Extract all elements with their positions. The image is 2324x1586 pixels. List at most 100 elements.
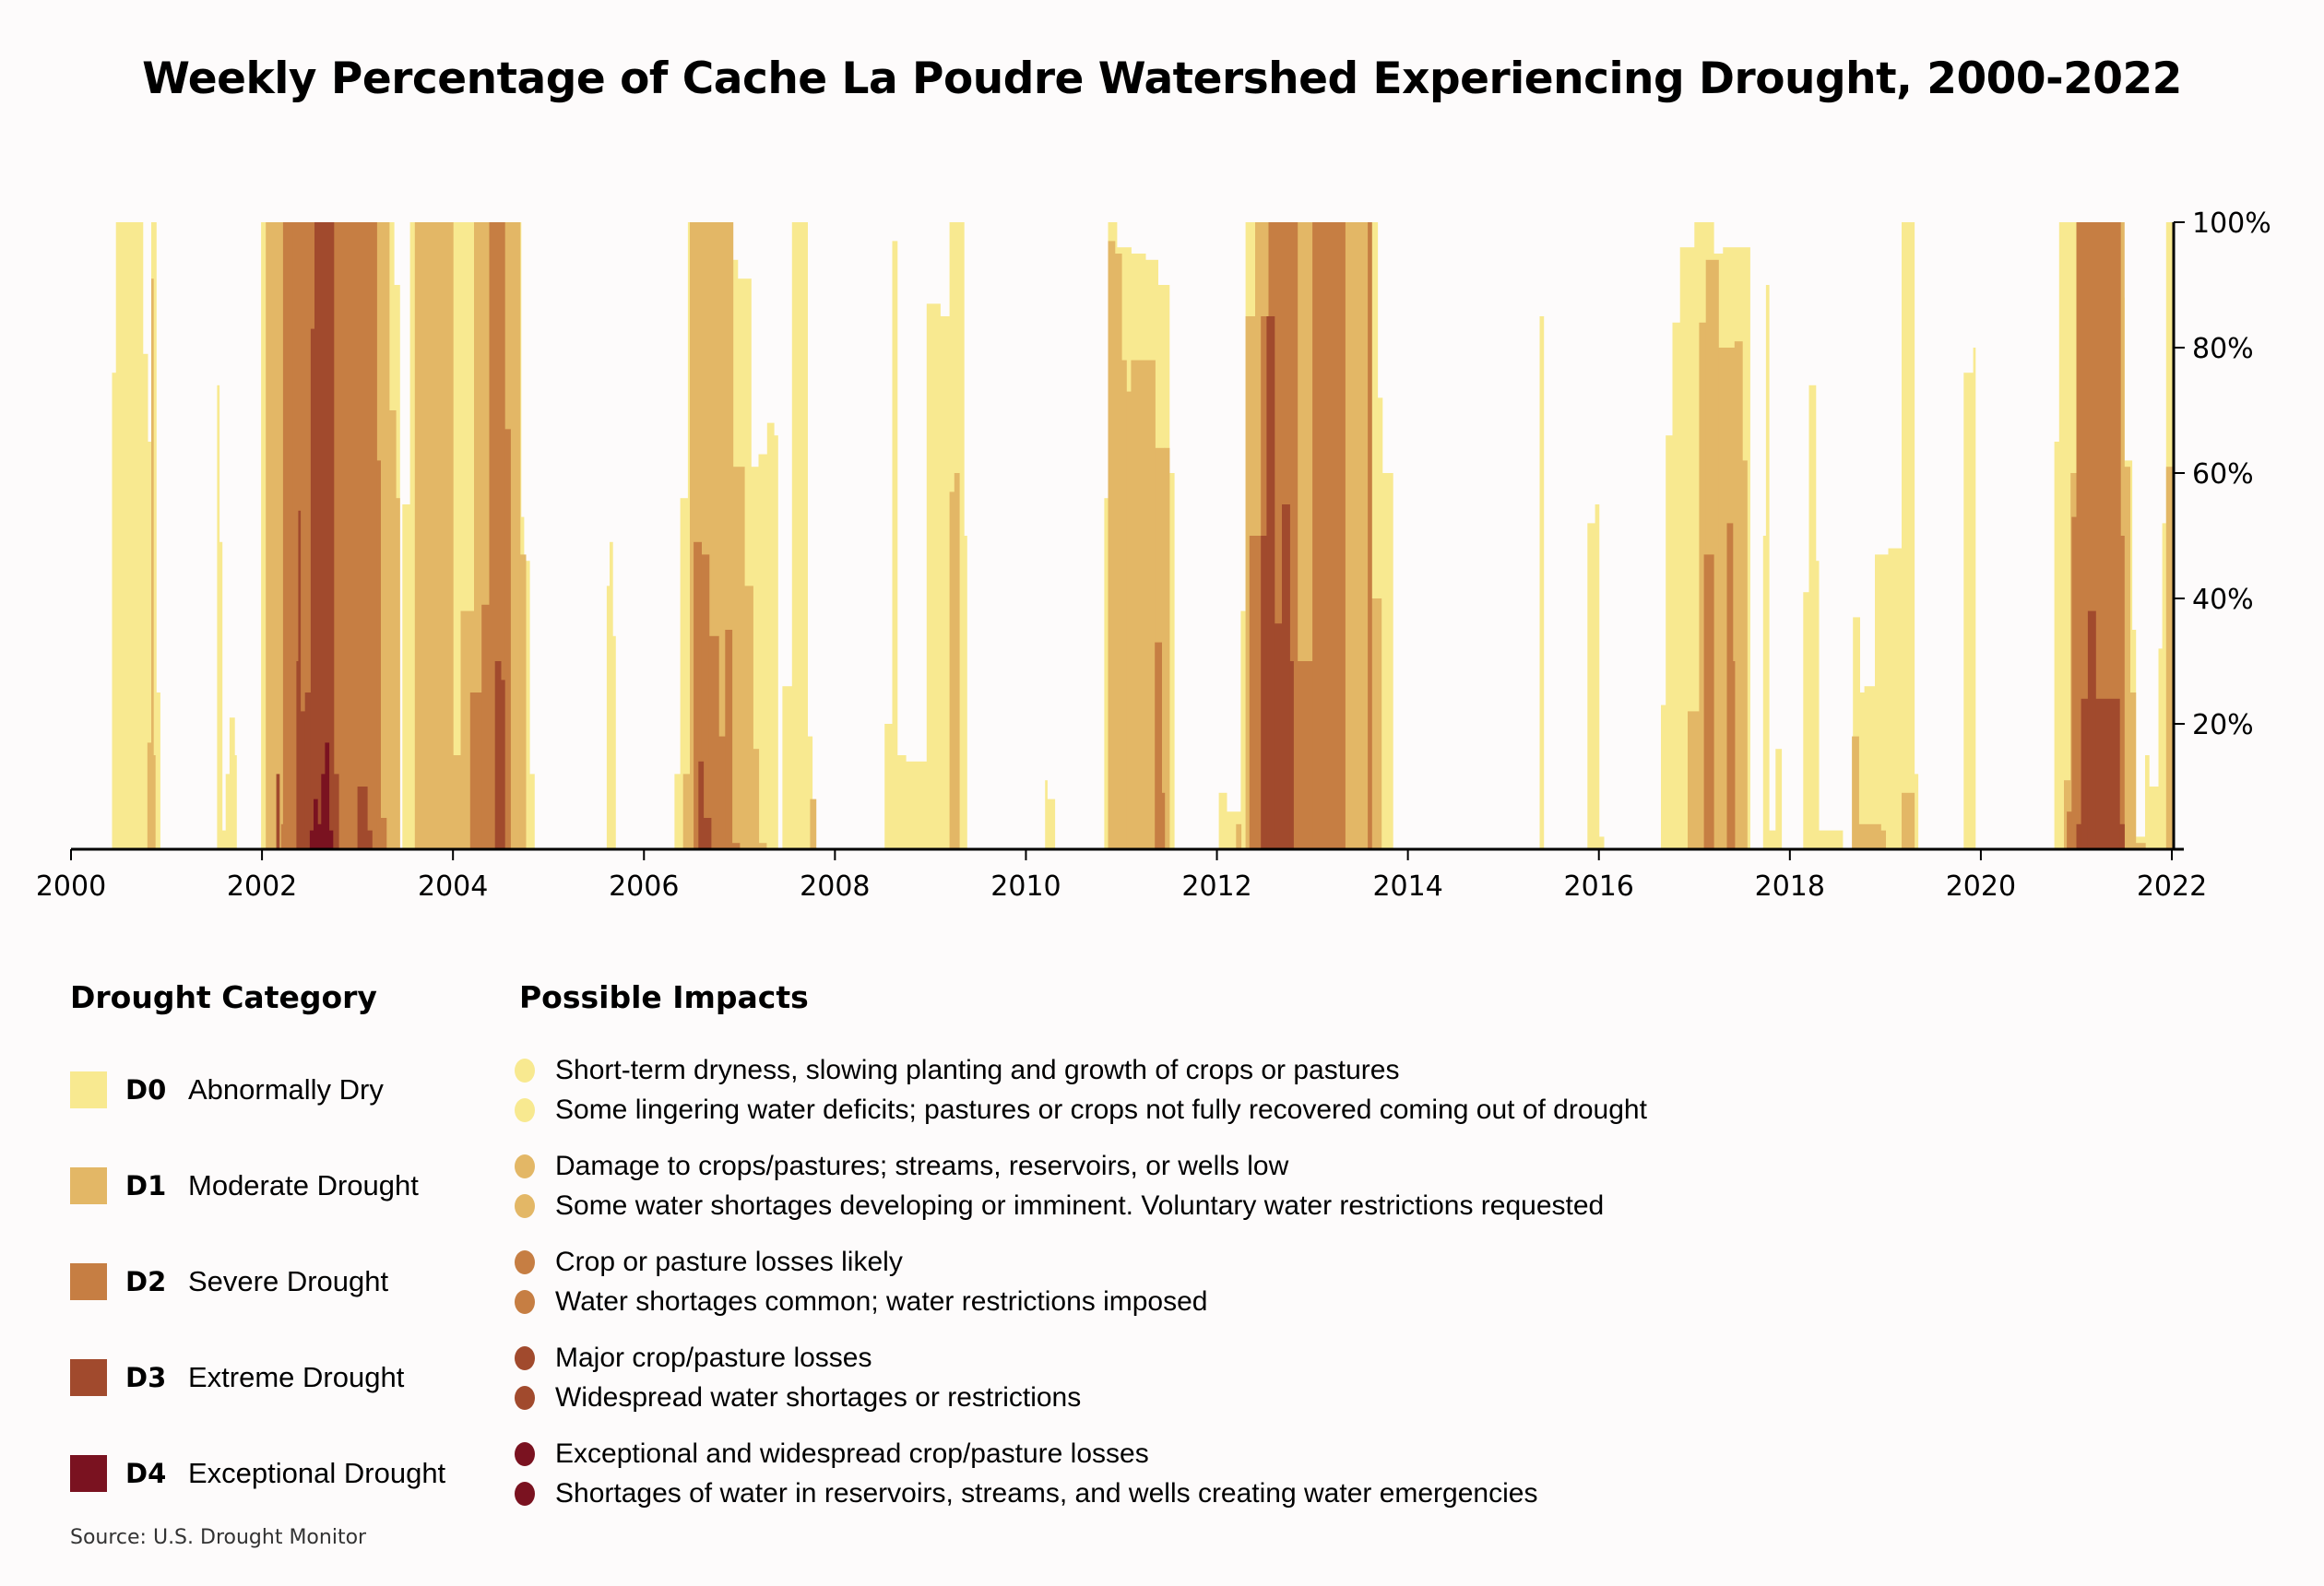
area-segment-D1 [1858, 823, 1881, 849]
area-segment-D2 [1155, 642, 1162, 849]
area-segment-D0 [892, 241, 898, 849]
x-tick-label: 2014 [1372, 870, 1442, 903]
impact-text: Damage to crops/pastures; streams, reser… [555, 1150, 1289, 1181]
area-segment-D0 [147, 442, 152, 849]
x-tick-label: 2012 [1181, 870, 1251, 903]
area-segment-D1 [758, 843, 767, 849]
area-segment-D0 [896, 755, 907, 849]
area-segment-D3 [494, 661, 502, 849]
area-segment-D0 [1661, 704, 1666, 849]
area-segment-D3 [333, 774, 339, 849]
y-tick-label: 40% [2192, 584, 2254, 616]
area-segment-D1 [1370, 598, 1382, 849]
area-segment-D2 [2120, 536, 2125, 849]
area-segment-D1 [414, 222, 440, 849]
area-segment-D1 [2124, 467, 2130, 849]
area-segment-D0 [1815, 561, 1820, 849]
area-segment-D0 [1218, 792, 1227, 849]
bullet-dot-icon [515, 1441, 535, 1466]
legend-item-d0: D0 Abnormally Dry [70, 1071, 384, 1108]
bullet-dot-icon [515, 1193, 535, 1218]
legend-swatch [70, 1263, 107, 1300]
area-segment-D0 [1765, 285, 1770, 849]
x-tick-label: 2010 [990, 870, 1061, 903]
x-tick-label: 2006 [609, 870, 679, 903]
area-segment-D2 [2067, 811, 2072, 849]
area-segment-D0 [940, 316, 951, 849]
area-segment-D3 [367, 830, 373, 849]
drought-areas [112, 222, 2173, 850]
area-segment-D0 [1104, 498, 1109, 849]
category-code: D0 [125, 1074, 167, 1106]
area-segment-D3 [2095, 698, 2120, 849]
area-segment-D1 [388, 410, 397, 849]
area-segment-D1 [1742, 460, 1748, 849]
area-segment-D0 [261, 222, 268, 849]
area-segment-D0 [402, 504, 411, 849]
area-segment-D0 [758, 454, 768, 849]
area-segment-D1 [732, 467, 745, 849]
y-tick-label: 20% [2192, 709, 2254, 741]
area-segment-D1 [1852, 736, 1859, 849]
area-segment-D0 [1864, 686, 1876, 849]
area-segment-D1 [1108, 241, 1116, 849]
area-segment-D2 [1161, 792, 1166, 849]
legend-swatch [70, 1455, 107, 1492]
area-segment-D2 [481, 604, 491, 849]
category-name: Severe Drought [188, 1265, 389, 1297]
area-segment-D0 [234, 755, 237, 849]
area-segment-D0 [1818, 830, 1844, 849]
impact-group: Damage to crops/pastures; streams, reser… [515, 1146, 1604, 1225]
area-segment-D3 [310, 328, 315, 850]
area-segment-D3 [298, 510, 302, 849]
area-segment-D0 [751, 467, 760, 849]
impact-group: Major crop/pasture losses Widespread wate… [515, 1338, 1081, 1417]
area-segment-D4 [309, 830, 314, 849]
area-segment-D0 [1803, 592, 1810, 849]
legend-item-d3: D3 Extreme Drought [70, 1359, 404, 1396]
area-segment-D2 [1341, 222, 1346, 849]
area-segment-D3 [501, 680, 505, 849]
area-segment-D0 [2158, 648, 2164, 849]
area-segment-D3 [703, 818, 712, 849]
legend-swatch [70, 1359, 107, 1396]
x-tick-label: 2002 [227, 870, 297, 903]
impact-text: Some water shortages developing or immin… [555, 1190, 1605, 1221]
area-segment-D1 [151, 278, 154, 849]
bullet-dot-icon [515, 1097, 535, 1122]
area-segment-D2 [701, 554, 710, 849]
area-segment-D2 [504, 429, 511, 849]
area-segment-D0 [2162, 523, 2167, 849]
area-segment-D2 [469, 692, 482, 849]
legend-item-d2: D2 Severe Drought [70, 1263, 388, 1300]
legend-swatch [70, 1167, 107, 1204]
bullet-dot-icon [515, 1249, 535, 1274]
area-segment-D0 [1888, 548, 1903, 849]
area-segment-D3 [2081, 698, 2089, 849]
area-segment-D1 [153, 755, 156, 849]
area-segment-D1 [1688, 711, 1700, 849]
area-segment-D0 [807, 736, 813, 849]
area-segment-D0 [219, 541, 223, 849]
area-segment-D0 [774, 435, 778, 849]
drought-category-heading: Drought Category [70, 979, 377, 1015]
area-segment-D3 [357, 787, 368, 849]
legend-item-d4: D4 Exceptional Drought [70, 1455, 445, 1492]
area-segment-D2 [1726, 523, 1734, 849]
area-segment-D0 [1808, 385, 1817, 849]
area-segment-D0 [112, 373, 117, 849]
area-segment-D3 [1289, 661, 1294, 849]
impact-item: Major crop/pasture losses [515, 1338, 1081, 1378]
impact-group: Short-term dryness, slowing planting and… [515, 1050, 1647, 1130]
area-segment-D1 [744, 586, 753, 849]
area-segment-D4 [317, 823, 322, 849]
area-segment-D0 [1859, 692, 1866, 849]
category-code: D1 [125, 1170, 167, 1201]
x-tick-label: 2004 [418, 870, 488, 903]
area-segment-D0 [1047, 799, 1056, 849]
impact-item: Exceptional and widespread crop/pasture … [515, 1434, 1537, 1474]
area-segment-D0 [674, 774, 682, 849]
area-segment-D0 [1598, 836, 1605, 849]
area-segment-D0 [612, 635, 616, 849]
area-segment-D1 [682, 774, 691, 849]
